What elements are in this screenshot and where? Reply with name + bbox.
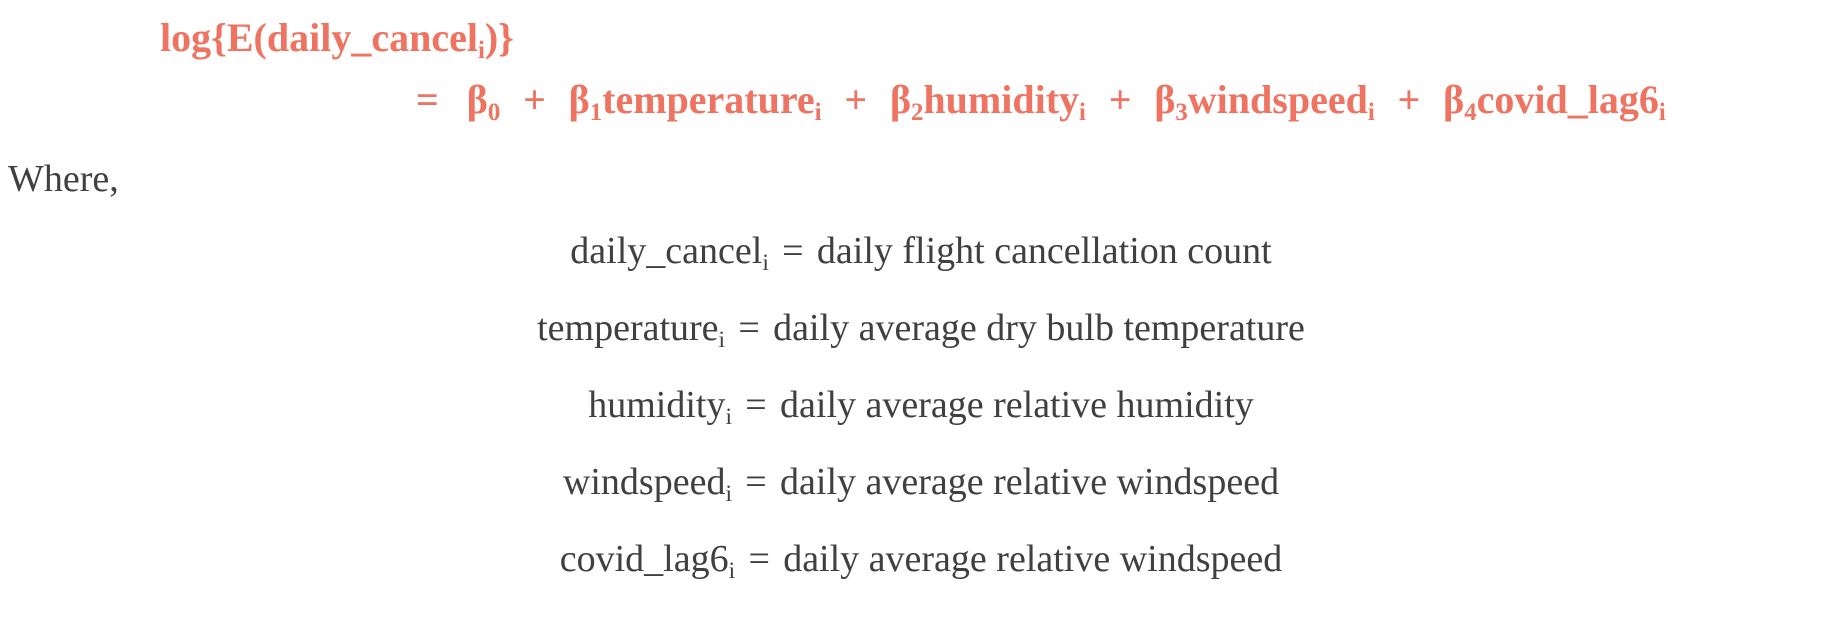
equals-sign: =: [416, 77, 439, 122]
definition-description: daily flight cancellation count: [816, 230, 1272, 272]
beta-symbol: β: [889, 77, 912, 122]
beta-symbol: β: [568, 77, 590, 122]
definition-equals: =: [745, 384, 767, 426]
definition-description: daily average relative windspeed: [780, 461, 1280, 503]
definition-subscript: i: [728, 558, 736, 585]
term-temperature: β1temperaturei: [568, 77, 822, 125]
definition-windspeed: windspeedi = daily average relative windsp…: [0, 463, 1842, 540]
definition-equals: =: [782, 230, 804, 272]
term-covid-lag6: β4covid_lag6i: [1443, 77, 1666, 125]
term-variable: temperature: [602, 77, 815, 122]
beta-subscript: 3: [1175, 98, 1188, 126]
lhs-close: )}: [484, 15, 514, 60]
equation-rhs: = β0 + β1temperaturei + β2humidityi + β3…: [416, 77, 1666, 125]
beta-subscript: 0: [487, 98, 501, 126]
term-windspeed: β3windspeedi: [1154, 77, 1374, 125]
plus-sign: +: [523, 77, 546, 122]
beta-subscript: 2: [911, 98, 924, 126]
term-subscript: i: [1079, 98, 1086, 126]
term-variable: humidity: [923, 77, 1080, 122]
definition-subscript: i: [762, 250, 769, 277]
beta-symbol: β: [1154, 77, 1176, 122]
definition-equals: =: [745, 461, 767, 503]
lhs-subscript: i: [477, 36, 485, 64]
where-label: Where,: [8, 158, 119, 200]
definition-covid-lag6: covid_lag6i = daily average relative winds…: [0, 540, 1842, 617]
definition-variable: humidity: [588, 384, 726, 426]
document-page: { "equation": { "lhs_func": "log{E(", "l…: [8, 15, 1666, 583]
term-humidity: β2humidityi: [889, 77, 1086, 125]
definition-description: daily average dry bulb temperature: [773, 307, 1305, 349]
plus-sign: +: [1397, 77, 1421, 122]
term-variable: covid_lag6: [1476, 77, 1659, 122]
definition-description: daily average relative windspeed: [783, 538, 1283, 580]
beta-subscript: 1: [589, 98, 603, 126]
plus-sign: +: [844, 77, 868, 122]
beta-symbol: β: [1443, 77, 1465, 122]
definition-variable: covid_lag6: [559, 538, 729, 580]
lhs-variable: daily_cancel: [266, 15, 478, 60]
definition-equals: =: [738, 307, 760, 349]
term-subscript: i: [814, 98, 822, 126]
definition-description: daily average relative humidity: [780, 384, 1254, 426]
definition-daily-cancel: daily_canceli = daily flight cancellation …: [0, 232, 1842, 309]
beta-symbol: β: [466, 77, 488, 122]
definition-subscript: i: [725, 404, 732, 431]
equation-lhs: log{E(daily_canceli)}: [160, 15, 514, 63]
term-subscript: i: [1658, 98, 1666, 126]
definitions-list: daily_canceli = daily flight cancellation …: [0, 232, 1842, 617]
definition-equals: =: [748, 538, 770, 580]
definition-humidity: humidityi = daily average relative humidit…: [0, 386, 1842, 463]
definition-variable: temperature: [537, 307, 719, 349]
term-subscript: i: [1367, 98, 1375, 126]
term-beta0: β0: [466, 77, 500, 125]
lhs-function: log{E(: [160, 15, 267, 60]
beta-subscript: 4: [1464, 98, 1477, 126]
definition-subscript: i: [718, 327, 726, 354]
term-variable: windspeed: [1187, 77, 1368, 122]
definition-temperature: temperaturei = daily average dry bulb temp…: [0, 309, 1842, 386]
definition-subscript: i: [725, 481, 732, 508]
definition-variable: daily_cancel: [570, 230, 763, 272]
plus-sign: +: [1108, 77, 1132, 122]
definition-variable: windspeed: [562, 461, 726, 503]
